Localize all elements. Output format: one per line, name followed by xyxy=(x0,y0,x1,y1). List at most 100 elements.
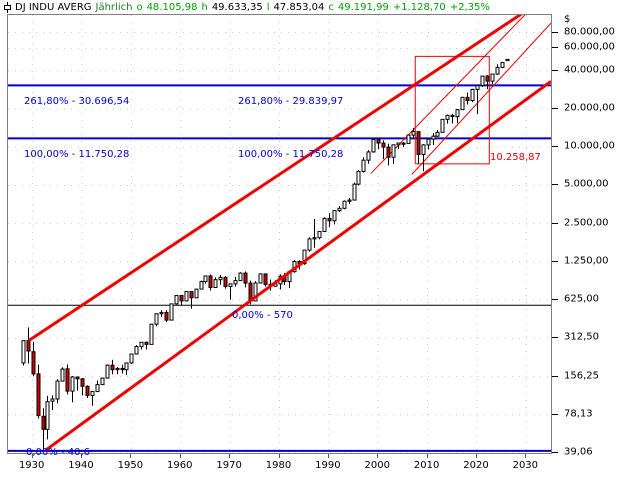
candle-body-down xyxy=(327,217,332,222)
price-tick-label: 60.000,00 xyxy=(564,41,615,53)
fib-channel-thin-2[interactable] xyxy=(411,22,551,175)
candle-body-up xyxy=(505,58,510,62)
candle-body-up xyxy=(90,391,95,396)
candle-body-up xyxy=(174,295,179,305)
candle-body-up xyxy=(154,313,159,325)
fib-box[interactable] xyxy=(414,55,490,165)
candle-body-down xyxy=(85,385,90,396)
candle-body-up xyxy=(199,281,204,290)
instrument-name[interactable]: DJ INDU AVERG xyxy=(15,1,92,13)
candle-body-up xyxy=(139,341,144,348)
high-key: h xyxy=(201,1,208,13)
candle-body-up xyxy=(431,135,436,140)
price-tick-label: 156,25 xyxy=(564,370,599,382)
price-tick-label: 625,00 xyxy=(564,293,599,305)
year-tick-label: 2010 xyxy=(413,460,440,471)
candle-body-up xyxy=(203,275,208,283)
candle-body-down xyxy=(110,364,115,371)
candle-body-up xyxy=(396,142,401,146)
candle-body-up xyxy=(480,75,485,87)
candle-body-up xyxy=(475,85,480,90)
candle-body-down xyxy=(485,75,490,82)
candle-body-down xyxy=(26,340,31,352)
fib-261-right[interactable]: 261,80% - 29.839,97 xyxy=(238,96,344,107)
candle-body-down xyxy=(465,96,470,102)
candle-body-up xyxy=(95,384,100,393)
candle-body-up xyxy=(149,323,154,345)
candle-body-down xyxy=(243,272,248,284)
candle-body-down xyxy=(223,276,228,287)
year-tick-mark xyxy=(229,454,231,458)
year-tick-mark xyxy=(130,454,132,458)
candle-body-up xyxy=(470,88,475,102)
price-tick-mark xyxy=(552,299,558,301)
year-tick-mark xyxy=(278,454,280,458)
candle-body-up xyxy=(100,377,105,386)
price-tick-label: 5.000,00 xyxy=(564,178,609,190)
candle-body-up xyxy=(460,96,465,111)
close-value: 49.191,99 xyxy=(337,1,389,13)
fib-100-right[interactable]: 100,00% - 11.750,28 xyxy=(238,149,344,160)
candle-body-up xyxy=(21,340,26,364)
price-tick-label: 40.000,00 xyxy=(564,64,615,76)
candle-body-up xyxy=(307,238,312,251)
price-tick-label: 312,50 xyxy=(564,331,599,343)
candle-body-down xyxy=(381,142,386,148)
candle-body-down xyxy=(416,131,421,155)
price-tick-label: 1.250,00 xyxy=(564,255,609,267)
candle-body-up xyxy=(45,401,50,430)
candle-body-down xyxy=(401,142,406,145)
candle-body-up xyxy=(337,207,342,212)
candlestick-series xyxy=(21,58,510,451)
open-key: o xyxy=(136,1,143,13)
candle-body-down xyxy=(144,341,149,345)
currency-symbol: $ xyxy=(564,14,571,25)
candle-body-up xyxy=(253,282,258,302)
chart-plot-area[interactable] xyxy=(7,14,552,454)
price-tick-mark xyxy=(552,260,558,262)
candle-body-up xyxy=(322,217,327,232)
candle-body-up xyxy=(302,249,307,265)
candle-body-up xyxy=(213,279,218,288)
candle-body-up xyxy=(347,199,352,202)
fib-261-left[interactable]: 261,80% - 30.696,54 xyxy=(24,96,130,107)
price-tick-label: 10.000,00 xyxy=(564,140,615,152)
candle-body-up xyxy=(361,159,366,172)
year-tick-label: 1960 xyxy=(167,460,193,471)
regression-channel-lower[interactable] xyxy=(44,80,551,452)
fib-100-left[interactable]: 100,00% - 11.750,28 xyxy=(24,149,130,160)
time-axis[interactable]: 1930 1940 1950 1960 1970 1980 1990 2000 2010 2020… xyxy=(7,454,552,480)
year-tick-label: 1930 xyxy=(18,460,45,471)
regression-channel-upper[interactable] xyxy=(27,15,551,342)
candle-body-down xyxy=(75,376,80,380)
fib-channel-thin-1[interactable] xyxy=(370,15,534,174)
candle-body-up xyxy=(60,368,65,382)
candle-body-up xyxy=(105,364,110,379)
candle-body-up xyxy=(115,367,120,371)
quote-header: DJ INDU AVERG Jährlich o 48.105,98 h 49.… xyxy=(0,0,640,14)
fib-0-bottom[interactable]: 0,00% - 40,6 xyxy=(26,447,90,458)
price-tick-mark xyxy=(552,375,558,377)
year-tick-label: 2030 xyxy=(512,460,539,471)
candle-body-up xyxy=(194,288,199,299)
price-tick-label: 20.000,00 xyxy=(564,102,615,114)
price-axis[interactable]: $ 39,06 78,13 156,25 312,50 625,00 1.250,00 2.… xyxy=(552,14,640,458)
candlestick-icon xyxy=(3,1,12,13)
price-tick-mark xyxy=(552,146,558,148)
year-tick-label: 2000 xyxy=(364,460,390,471)
fib-0-mid[interactable]: 0,00% - 570 xyxy=(232,310,293,321)
year-tick-mark xyxy=(81,454,83,458)
candle-body-up xyxy=(435,131,440,137)
candle-body-down xyxy=(386,146,391,158)
candle-body-down xyxy=(263,273,268,285)
candle-body-up xyxy=(411,131,416,136)
candle-body-up xyxy=(218,276,223,281)
price-tick-mark xyxy=(552,108,558,109)
candle-body-up xyxy=(406,134,411,144)
last-price-tag[interactable]: 10.258,87 xyxy=(490,152,541,163)
candle-body-up xyxy=(332,210,337,222)
price-tick-mark xyxy=(552,452,558,453)
candle-body-up xyxy=(159,312,164,315)
interval-label[interactable]: Jährlich xyxy=(95,1,133,13)
candle-body-up xyxy=(356,170,361,185)
